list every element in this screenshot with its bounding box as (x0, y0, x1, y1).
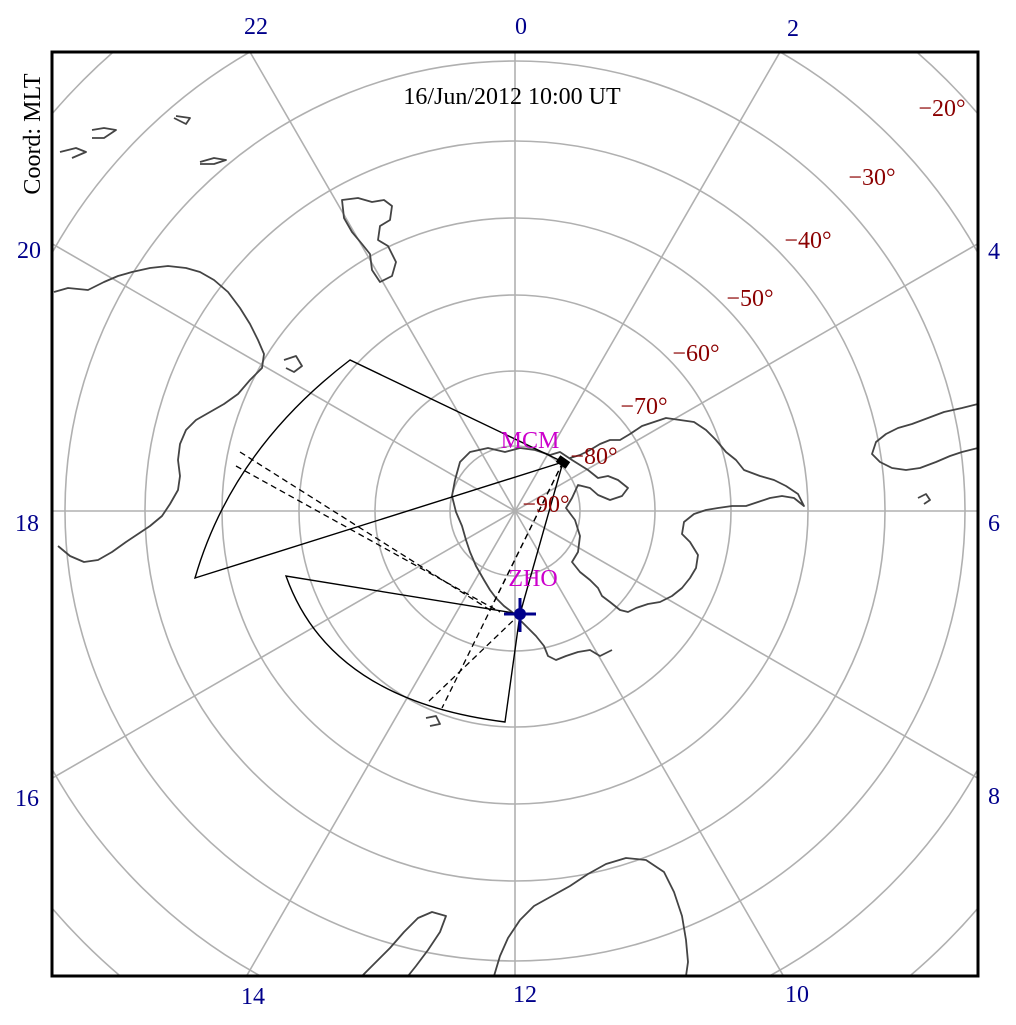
mlt-meridian (52, 510, 516, 780)
mlt-meridian (52, 242, 516, 512)
lat-labels: −20° −30° −40° −50° −60° −70° −80° −90° (522, 96, 965, 518)
station-marker-mcm (555, 455, 571, 469)
mlt-label-0: 0 (515, 14, 527, 40)
mlt-meridian (514, 52, 781, 512)
radar-fov-zho-north (519, 461, 564, 615)
lat-label-70: −70° (620, 394, 667, 420)
lat-label-40: −40° (784, 228, 831, 254)
mlt-label-22: 22 (244, 14, 268, 40)
lat-label-60: −60° (672, 341, 719, 367)
lat-label-90: −90° (522, 492, 569, 518)
mlt-label-4: 4 (988, 239, 1000, 265)
mlt-label-12: 12 (513, 982, 537, 1008)
map-title: 16/Jun/2012 10:00 UT (403, 84, 621, 110)
lat-label-20: −20° (918, 96, 965, 122)
coastline-australia (361, 857, 689, 976)
radar-beam-mcm-2 (235, 465, 501, 613)
mlt-meridian (249, 52, 516, 512)
lat-label-50: −50° (726, 286, 773, 312)
mlt-label-20: 20 (17, 238, 41, 264)
mlt-labels: 22 0 2 14 12 10 20 18 16 4 6 8 (15, 14, 1000, 1010)
mlt-label-10: 10 (785, 982, 809, 1008)
lat-label-80: −80° (570, 444, 617, 470)
station-label-zho: ZHO (508, 566, 557, 592)
mlt-meridian (514, 242, 978, 512)
mlt-meridian (514, 510, 785, 976)
radar-beam-zho-2 (441, 461, 564, 709)
radar-fov-layer (193, 359, 564, 723)
mlt-label-6: 6 (988, 511, 1000, 537)
mlt-label-18: 18 (15, 511, 39, 537)
station-label-mcm: MCM (501, 428, 560, 454)
coastline-antarctica (454, 417, 805, 613)
mlt-label-2: 2 (787, 16, 799, 42)
lat-label-30: −30° (848, 165, 895, 191)
radar-beam-zho-1 (427, 613, 521, 703)
station-marker-zho (504, 598, 536, 632)
mlt-label-16: 16 (15, 786, 39, 812)
mlt-label-8: 8 (988, 784, 1000, 810)
coastline-africa (871, 403, 978, 471)
plot-frame (50, 50, 980, 978)
coord-label: Coord: MLT (20, 73, 46, 194)
mlt-meridian (245, 510, 516, 976)
mlt-label-14: 14 (241, 984, 265, 1010)
coastline-south-america (53, 265, 265, 563)
station-markers (504, 455, 571, 632)
coastlines (53, 115, 978, 976)
radar-fov-zho-west (284, 575, 521, 723)
mlt-meridian (514, 510, 978, 780)
coastline-islands (59, 115, 931, 727)
